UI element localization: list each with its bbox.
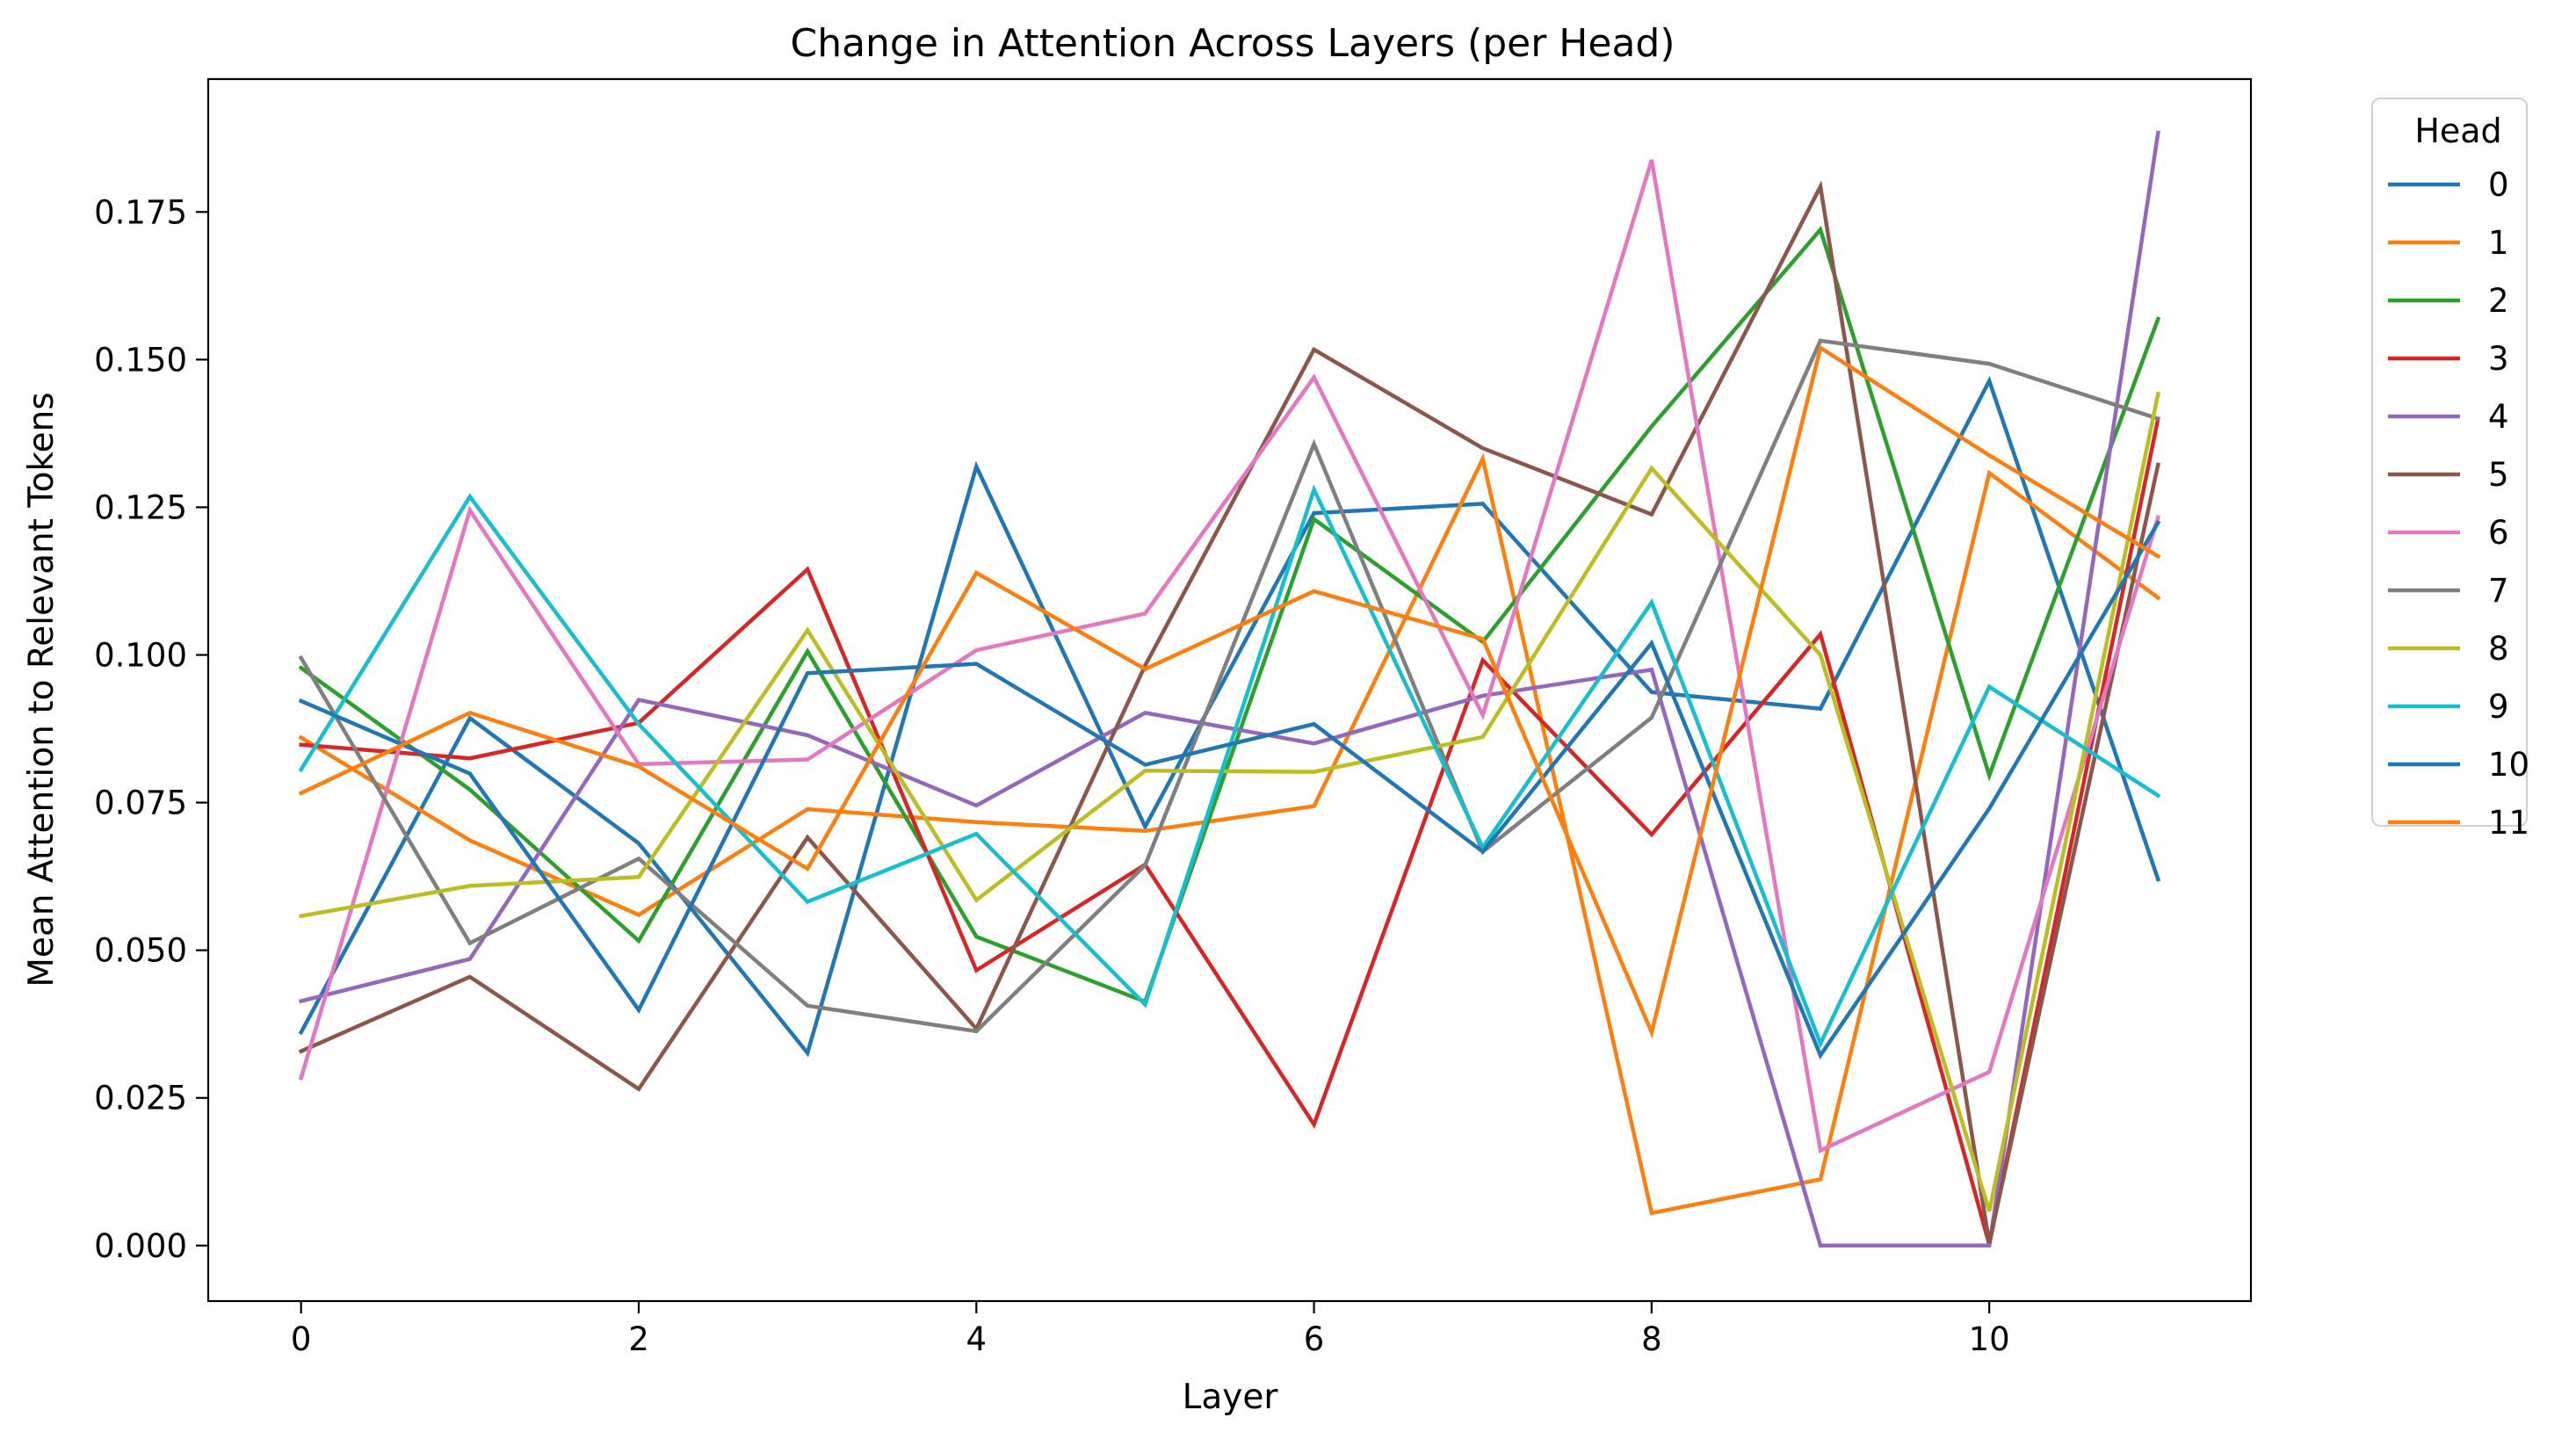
- legend-label: 0: [2488, 166, 2509, 204]
- series-line-head-5: [298, 180, 2160, 1244]
- legend-item-head-5: 5: [2388, 456, 2509, 494]
- series-line-head-2: [298, 225, 2161, 1005]
- x-tick-label: 4: [966, 1320, 988, 1358]
- chart-title: Change in Attention Across Layers (per H…: [790, 21, 1675, 66]
- legend-item-head-11: 11: [2388, 804, 2529, 842]
- y-axis: 0.000 0.025 0.050 0.075 0.100 0.125 0.150 0.175: [94, 193, 208, 1265]
- series-line-head-9: [298, 484, 2161, 1049]
- plot-frame: [206, 77, 2253, 1303]
- x-tick-label: 8: [1641, 1320, 1662, 1358]
- x-axis: 0 2 4 6 8 10: [291, 1301, 2010, 1358]
- legend-label: 8: [2488, 630, 2509, 668]
- legend-item-head-3: 3: [2388, 340, 2509, 378]
- series-line-head-0: [298, 375, 2161, 1058]
- series-line-head-7: [298, 338, 2161, 1034]
- legend-item-head-6: 6: [2388, 514, 2509, 552]
- series-line-head-3: [299, 416, 2160, 1246]
- legend: Head 0 1 2 3 4 5 6 7 8 9 10 11: [2371, 98, 2529, 842]
- legend-label: 5: [2488, 456, 2509, 494]
- y-tick-label: 0.000: [94, 1227, 187, 1265]
- legend-label: 4: [2488, 398, 2509, 436]
- series-line-head-11: [298, 344, 2161, 1039]
- legend-label: 7: [2488, 572, 2509, 610]
- plot-area: [206, 77, 2253, 1303]
- series-line-head-1: [298, 452, 2161, 1216]
- x-tick-label: 6: [1304, 1320, 1325, 1358]
- legend-item-head-9: 9: [2388, 688, 2509, 726]
- legend-item-head-2: 2: [2388, 282, 2509, 320]
- y-tick-label: 0.025: [94, 1080, 187, 1117]
- legend-item-head-0: 0: [2388, 166, 2509, 204]
- series-line-head-10: [298, 519, 2161, 1060]
- legend-box: [2371, 98, 2528, 827]
- legend-item-head-10: 10: [2388, 746, 2529, 784]
- y-tick-label: 0.150: [94, 341, 187, 379]
- series-line-head-4: [298, 130, 2160, 1248]
- legend-label: 2: [2488, 282, 2509, 320]
- legend-item-head-4: 4: [2388, 398, 2509, 436]
- series-line-head-6: [298, 159, 2161, 1153]
- legend-label: 10: [2488, 746, 2529, 784]
- legend-label: 1: [2488, 224, 2509, 262]
- legend-label: 3: [2488, 340, 2509, 378]
- legend-label: 11: [2488, 804, 2529, 842]
- legend-title: Head: [2414, 112, 2501, 150]
- x-tick-label: 10: [1969, 1320, 2010, 1358]
- series-layer: [298, 130, 2161, 1248]
- y-tick-label: 0.125: [94, 488, 187, 526]
- x-tick-label: 2: [628, 1320, 649, 1358]
- y-axis-label: Mean Attention to Relevant Tokens: [22, 392, 62, 987]
- y-tick-label: 0.175: [94, 193, 187, 231]
- legend-item-head-1: 1: [2388, 224, 2509, 262]
- legend-item-head-8: 8: [2388, 630, 2509, 668]
- legend-items: 0 1 2 3 4 5 6 7 8 9 10 11: [2388, 166, 2529, 842]
- x-axis-label: Layer: [1183, 1378, 1279, 1417]
- x-tick-label: 0: [291, 1320, 312, 1358]
- legend-label: 9: [2488, 688, 2509, 726]
- legend-label: 6: [2488, 514, 2509, 552]
- legend-item-head-7: 7: [2388, 572, 2509, 610]
- y-tick-label: 0.050: [94, 932, 187, 970]
- y-tick-label: 0.075: [94, 785, 187, 822]
- series-line-head-8: [299, 391, 2160, 1212]
- y-tick-label: 0.100: [94, 636, 187, 674]
